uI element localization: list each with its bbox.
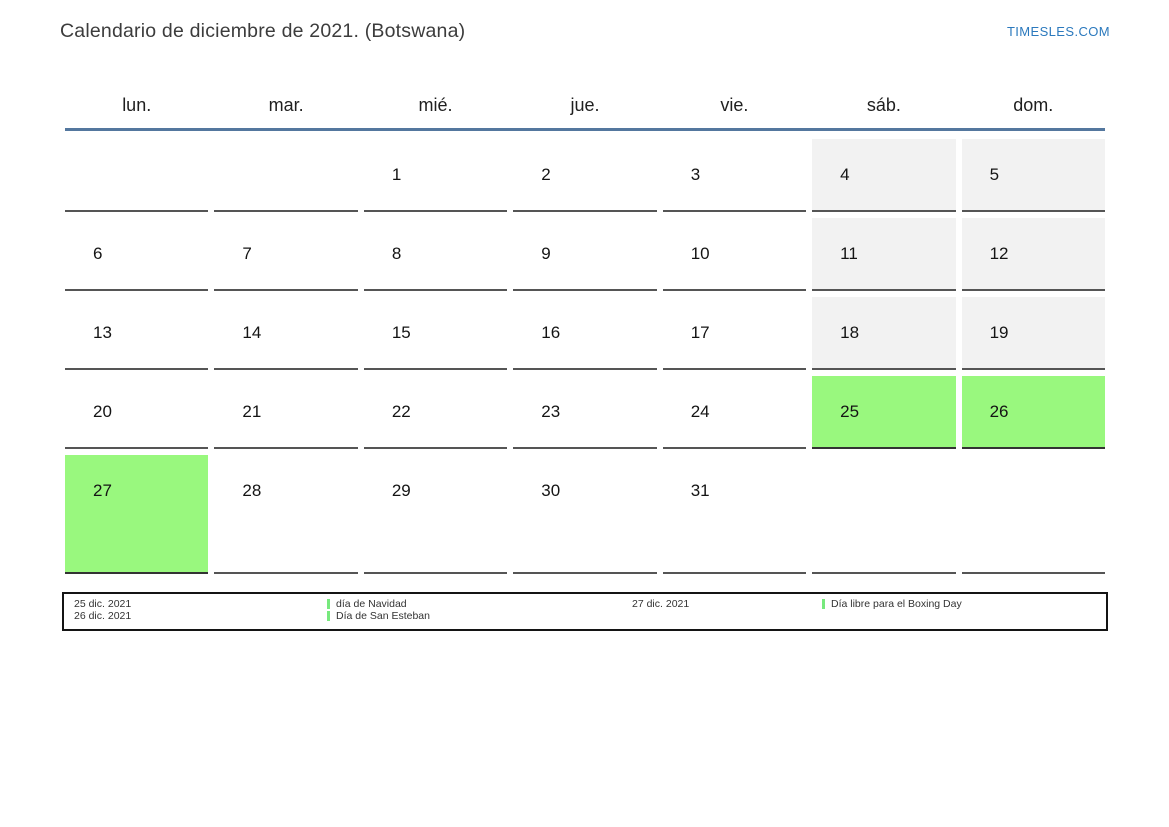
calendar-cell-day-31: 31 <box>662 455 807 574</box>
day-number: 2 <box>541 165 551 184</box>
day-number: 4 <box>840 165 850 184</box>
calendar-cell-day-1: 1 <box>363 139 508 212</box>
calendar-cell-day-25: 25 <box>812 376 956 449</box>
day-number: 27 <box>93 481 112 500</box>
day-number: 8 <box>391 244 402 263</box>
calendar-cell-empty <box>214 139 358 212</box>
calendar-cell-day-21: 21 <box>214 376 358 449</box>
calendar-cell-day-28: 28 <box>214 455 358 574</box>
legend-events-2: Día libre para el Boxing Day <box>822 598 1106 610</box>
day-number: 10 <box>690 244 710 263</box>
site-link[interactable]: TIMESLES.COM <box>1006 24 1110 39</box>
calendar-cell-day-22: 22 <box>363 376 508 449</box>
day-number: 19 <box>989 323 1009 342</box>
legend-date: 26 dic. 2021 <box>74 610 132 622</box>
calendar-cell-day-16: 16 <box>513 297 657 370</box>
legend-marker-icon <box>327 611 330 621</box>
calendar-cell-day-11: 11 <box>812 218 956 291</box>
calendar-cell-day-26: 26 <box>961 376 1105 449</box>
calendar-cell-day-10: 10 <box>662 218 807 291</box>
day-number: 6 <box>93 244 103 263</box>
calendar-cell-day-23: 23 <box>513 376 657 449</box>
day-number: 11 <box>840 244 858 263</box>
legend-event-label: Día libre para el Boxing Day <box>831 598 962 610</box>
calendar-cell-day-9: 9 <box>513 218 657 291</box>
day-number: 25 <box>840 402 860 421</box>
calendar-cell-day-7: 7 <box>214 218 358 291</box>
legend-events-1: día de Navidad Día de San Esteban <box>327 598 632 622</box>
day-number: 29 <box>391 481 411 500</box>
legend-marker-icon <box>327 599 330 609</box>
calendar-cell-day-2: 2 <box>513 139 657 212</box>
day-header-6: dom. <box>1013 95 1054 115</box>
day-header-1: mar. <box>268 95 304 115</box>
calendar-cell-empty <box>961 455 1105 574</box>
legend-dates-2: 27 dic. 2021 <box>632 598 822 610</box>
legend-event: día de Navidad <box>327 598 632 610</box>
calendar-cell-day-14: 14 <box>214 297 358 370</box>
legend-date: 27 dic. 2021 <box>632 598 690 610</box>
day-number: 31 <box>690 481 710 500</box>
day-number: 3 <box>690 165 701 184</box>
calendar-cell-day-20: 20 <box>65 376 209 449</box>
day-number: 5 <box>989 165 1000 184</box>
calendar-cell-day-4: 4 <box>812 139 956 212</box>
legend-event: Día de San Esteban <box>327 610 632 622</box>
day-number: 28 <box>242 481 262 500</box>
day-number: 7 <box>242 244 252 263</box>
legend-event-label: día de Navidad <box>336 598 407 610</box>
calendar-cell-day-24: 24 <box>662 376 807 449</box>
day-number: 15 <box>391 323 411 342</box>
calendar-cell-day-13: 13 <box>65 297 209 370</box>
day-header-4: vie. <box>720 95 749 115</box>
header-divider <box>65 128 1105 131</box>
day-number: 16 <box>541 323 561 342</box>
calendar-cell-day-30: 30 <box>513 455 657 574</box>
calendar-cell-empty <box>65 139 209 212</box>
page-title: Calendario de diciembre de 2021. (Botswa… <box>60 20 466 42</box>
legend-event: Día libre para el Boxing Day <box>822 598 1106 610</box>
day-number: 24 <box>690 402 710 421</box>
calendar-cell-day-12: 12 <box>961 218 1105 291</box>
day-number: 22 <box>391 402 411 421</box>
day-number: 14 <box>242 323 262 342</box>
legend-date: 25 dic. 2021 <box>74 598 132 610</box>
calendar-cell-day-6: 6 <box>65 218 209 291</box>
legend-event-label: Día de San Esteban <box>336 610 430 622</box>
day-number: 21 <box>242 402 262 421</box>
day-number: 9 <box>541 244 551 263</box>
day-number: 20 <box>93 402 112 421</box>
calendar-cell-day-5: 5 <box>961 139 1105 212</box>
day-number: 26 <box>989 402 1009 421</box>
day-number: 17 <box>690 323 710 342</box>
day-number: 30 <box>541 481 561 500</box>
legend-box: 25 dic. 2021 26 dic. 2021 día de Navidad Dí… <box>62 592 1108 631</box>
day-number: 1 <box>391 165 402 184</box>
calendar-cell-day-15: 15 <box>363 297 508 370</box>
topbar: Calendario de diciembre de 2021. (Botswa… <box>60 20 1110 43</box>
day-header-2: mié. <box>418 95 453 115</box>
day-number: 23 <box>541 402 561 421</box>
day-header-3: jue. <box>570 95 600 115</box>
calendar-cell-day-29: 29 <box>363 455 508 574</box>
calendar-cell-day-17: 17 <box>662 297 807 370</box>
calendar-cell-empty <box>812 455 956 574</box>
calendar: lun. mar. mié. jue. vie. sáb. dom. 1 2 3 4 5 6 7 8 9 10… <box>65 83 1105 574</box>
legend-dates-1: 25 dic. 2021 26 dic. 2021 <box>64 598 327 622</box>
calendar-cell-day-27: 27 <box>65 455 209 574</box>
calendar-cell-day-19: 19 <box>961 297 1105 370</box>
calendar-grid: 1 2 3 4 5 6 7 8 9 10 11 12 13 14 15 16 17 18 19 20 21 22 23 24 2… <box>65 139 1105 574</box>
day-header-0: lun. <box>122 95 152 115</box>
calendar-cell-day-3: 3 <box>662 139 807 212</box>
day-number: 18 <box>840 323 860 342</box>
day-number: 12 <box>989 244 1009 263</box>
calendar-cell-day-18: 18 <box>812 297 956 370</box>
day-number: 13 <box>93 323 112 342</box>
legend-marker-icon <box>822 599 825 609</box>
day-header-5: sáb. <box>866 95 901 115</box>
calendar-cell-day-8: 8 <box>363 218 508 291</box>
day-header-row: lun. mar. mié. jue. vie. sáb. dom. <box>65 83 1105 128</box>
